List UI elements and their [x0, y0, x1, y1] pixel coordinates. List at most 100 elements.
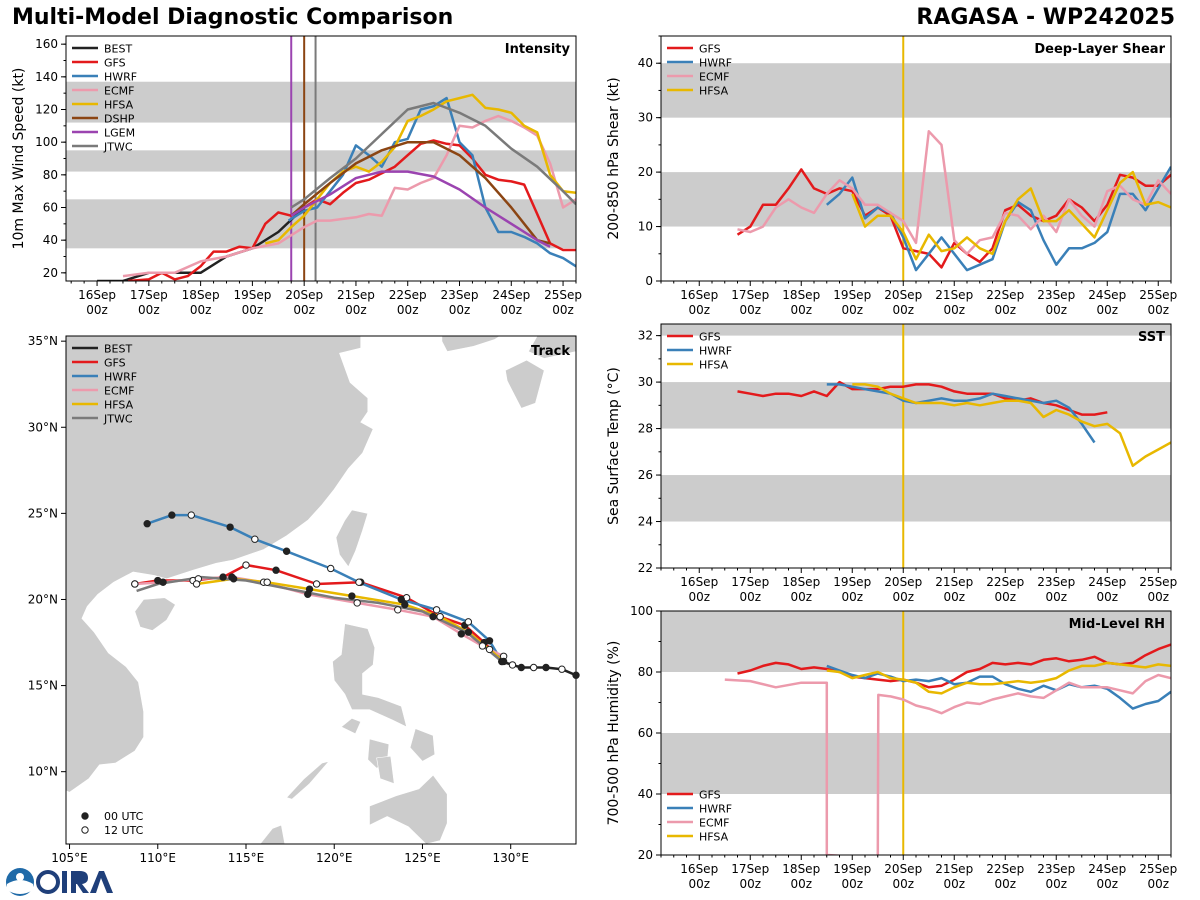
- track-point-hwrf: [485, 637, 494, 645]
- track-point-ecmf: [429, 612, 437, 621]
- intensity-series-lgem: [290, 170, 551, 248]
- intensity-xtick-hour: 00z: [242, 303, 264, 317]
- rh-xtick-hour: 00z: [1096, 877, 1118, 891]
- track-point-hwrf: [464, 618, 473, 626]
- intensity-xtick-day: 18Sep: [182, 288, 220, 302]
- shear-series-ecmf: [737, 130, 1171, 256]
- sst-xtick-hour: 00z: [892, 590, 914, 604]
- intensity-title: Intensity: [505, 42, 571, 57]
- sst-xtick-hour: 00z: [841, 590, 863, 604]
- track-legend-label-hwrf: HWRF: [104, 371, 137, 384]
- rh-series-ecmf: [724, 673, 1171, 855]
- shear-ytick-label: 20: [638, 165, 653, 179]
- intensity-xtick-hour: 00z: [552, 303, 574, 317]
- shear-series-hfsa: [851, 170, 1171, 261]
- intensity-ytick-label: 140: [35, 70, 58, 84]
- rh-xtick-hour: 00z: [943, 877, 965, 891]
- sst-xtick-hour: 00z: [1147, 590, 1169, 604]
- rh-xtick-day: 18Sep: [782, 862, 820, 876]
- track-ytick-label: 35°N: [28, 334, 58, 348]
- intensity-xtick-day: 24Sep: [492, 288, 530, 302]
- shear-ytick-label: 30: [638, 111, 653, 125]
- intensity-band: [66, 199, 576, 249]
- track-legend-label-gfs: GFS: [104, 357, 126, 370]
- sst-ylabel: Sea Surface Temp (°C): [606, 367, 622, 525]
- track-ytick-label: 25°N: [28, 506, 58, 520]
- intensity-ytick-label: 80: [43, 168, 58, 182]
- intensity-legend-label-hwrf: HWRF: [104, 71, 137, 84]
- sst-xtick-hour: 00z: [943, 590, 965, 604]
- track-point-hfsa: [464, 628, 473, 636]
- rh-xtick-hour: 00z: [892, 877, 914, 891]
- rh-xtick-hour: 00z: [739, 877, 761, 891]
- shear-legend-label-gfs: GFS: [699, 43, 721, 56]
- rh-xtick-day: 22Sep: [986, 862, 1024, 876]
- intensity-ylabel: 10m Max Wind Speed (kt): [11, 68, 27, 250]
- sst-xtick-day: 16Sep: [680, 575, 718, 589]
- shear-xtick-day: 24Sep: [1088, 288, 1126, 302]
- sst-legend-label-hwrf: HWRF: [699, 345, 732, 358]
- track-title: Track: [531, 344, 570, 359]
- land-honshu: [527, 336, 576, 359]
- track-point-gfs: [219, 573, 227, 581]
- sst-xtick-day: 20Sep: [884, 575, 922, 589]
- sst-band: [661, 382, 1171, 429]
- track-point-hfsa: [485, 645, 494, 654]
- cira-i-icon: [62, 871, 67, 893]
- shear-xtick-hour: 00z: [790, 303, 812, 317]
- track-point-hfsa: [436, 612, 444, 621]
- intensity-panel: 2040608010012014016016Sep00z17Sep00z18Se…: [11, 35, 582, 317]
- intensity-xtick-day: 21Sep: [337, 288, 375, 302]
- track-xtick-label: 115°E: [228, 851, 265, 865]
- shear-xtick-hour: 00z: [892, 303, 914, 317]
- intensity-ytick-label: 20: [43, 266, 58, 280]
- intensity-band: [66, 150, 576, 172]
- intensity-series-best: [97, 206, 306, 281]
- sst-series-hfsa: [852, 383, 1171, 468]
- sst-panel: 22242628303216Sep00z17Sep00z18Sep00z19Se…: [606, 323, 1177, 604]
- shear-ytick-label: 10: [638, 220, 653, 234]
- track-point-hwrf: [168, 511, 176, 519]
- rh-legend-label-hfsa: HFSA: [699, 831, 729, 844]
- track-point-hwrf: [251, 535, 259, 543]
- land-kyushu: [505, 359, 545, 409]
- shear-band: [661, 172, 1171, 227]
- rh-xtick-day: 19Sep: [833, 862, 871, 876]
- sst-ytick-label: 28: [638, 422, 653, 436]
- sst-series-hwrf: [826, 383, 1096, 444]
- track-xtick-label: 125°E: [404, 851, 441, 865]
- rh-xtick-hour: 00z: [688, 877, 710, 891]
- rh-title: Mid-Level RH: [1069, 617, 1165, 632]
- track-point-ecmf: [353, 599, 361, 607]
- rh-ytick-label: 80: [638, 665, 653, 679]
- rh-ytick-label: 20: [638, 848, 653, 862]
- track-point-hwrf: [432, 606, 441, 614]
- rh-xtick-day: 24Sep: [1088, 862, 1126, 876]
- rh-legend-label-gfs: GFS: [699, 789, 721, 802]
- intensity-series-dshp: [290, 140, 551, 245]
- intensity-ytick-label: 160: [35, 37, 58, 51]
- track-legend-label-best: BEST: [104, 343, 132, 356]
- figure-title: Multi-Model Diagnostic Comparison: [12, 5, 454, 30]
- rh-ytick-label: 100: [630, 604, 653, 618]
- track-point-best: [558, 665, 566, 673]
- track-point-best: [529, 663, 538, 672]
- sst-ytick-label: 26: [638, 468, 653, 482]
- shear-xtick-hour: 00z: [994, 303, 1016, 317]
- intensity-ytick-label: 120: [35, 103, 58, 117]
- intensity-legend-label-jtwc: JTWC: [103, 141, 133, 154]
- track-point-ecmf: [159, 578, 167, 586]
- intensity-legend-label-gfs: GFS: [104, 57, 126, 70]
- shear-xtick-day: 25Sep: [1139, 288, 1177, 302]
- track-line-ecmf: [134, 575, 505, 658]
- land-negros: [376, 755, 395, 785]
- intensity-xtick-day: 19Sep: [233, 288, 271, 302]
- track-legend-label-jtwc: JTWC: [103, 413, 133, 426]
- track-ytick-label: 20°N: [28, 592, 58, 606]
- land-layer: [66, 336, 576, 844]
- intensity-xtick-day: 25Sep: [544, 288, 582, 302]
- cira-a-icon: [90, 871, 113, 893]
- land-mainland: [66, 336, 374, 793]
- sst-xtick-day: 23Sep: [1037, 575, 1075, 589]
- rh-xtick-day: 20Sep: [884, 862, 922, 876]
